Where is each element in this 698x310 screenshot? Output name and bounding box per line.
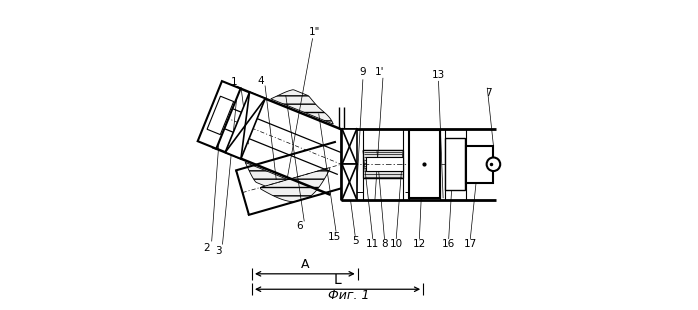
- Text: 15: 15: [327, 232, 341, 242]
- Polygon shape: [198, 81, 241, 149]
- Text: 6: 6: [297, 221, 303, 231]
- Bar: [445, 138, 465, 190]
- Circle shape: [487, 157, 500, 171]
- Polygon shape: [225, 92, 265, 159]
- Text: 5: 5: [352, 237, 359, 246]
- Text: 10: 10: [389, 240, 403, 250]
- Polygon shape: [245, 162, 308, 189]
- Text: 16: 16: [442, 240, 455, 250]
- Polygon shape: [260, 168, 330, 202]
- Text: 1": 1": [309, 27, 320, 37]
- Text: 11: 11: [366, 240, 380, 250]
- Text: 9: 9: [359, 67, 366, 77]
- Polygon shape: [271, 90, 333, 124]
- Text: 2: 2: [203, 243, 209, 253]
- Text: 1: 1: [231, 78, 237, 87]
- Polygon shape: [207, 96, 234, 135]
- Polygon shape: [342, 164, 357, 200]
- Text: 12: 12: [413, 240, 426, 250]
- Text: 13: 13: [432, 70, 445, 80]
- Text: Фиг. 1: Фиг. 1: [328, 289, 370, 302]
- Text: A: A: [301, 258, 309, 271]
- Text: 7: 7: [485, 88, 492, 98]
- Polygon shape: [342, 129, 357, 164]
- Text: 4: 4: [258, 76, 265, 86]
- Text: 17: 17: [463, 240, 477, 250]
- Text: 3: 3: [216, 246, 222, 256]
- Bar: [466, 146, 493, 183]
- Bar: [408, 130, 440, 198]
- Bar: [366, 157, 403, 171]
- Text: 8: 8: [381, 240, 388, 250]
- Bar: [363, 150, 403, 178]
- Text: L: L: [334, 273, 341, 287]
- Text: 1': 1': [375, 67, 384, 77]
